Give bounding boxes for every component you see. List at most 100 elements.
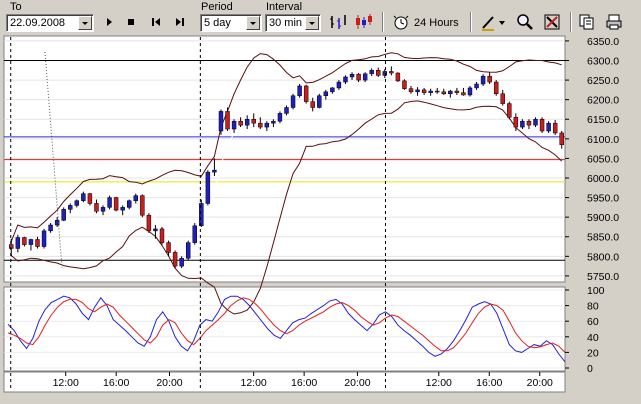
candle-body[interactable] <box>199 203 204 227</box>
candle-body[interactable] <box>467 87 473 96</box>
step-forward-button[interactable] <box>170 12 190 32</box>
candle-body[interactable] <box>238 120 243 126</box>
candle-body[interactable] <box>382 71 388 76</box>
candle-body[interactable] <box>349 73 355 78</box>
candle-body[interactable] <box>297 85 302 96</box>
candle-body[interactable] <box>290 95 296 108</box>
candle-body[interactable] <box>68 205 73 210</box>
candle-body[interactable] <box>107 197 112 208</box>
session-hours-button[interactable] <box>391 12 411 32</box>
candle-body[interactable] <box>81 193 86 201</box>
candle-body[interactable] <box>435 90 440 93</box>
candle-body[interactable] <box>520 120 525 128</box>
candle-body[interactable] <box>35 239 40 247</box>
settings-button[interactable] <box>542 12 562 32</box>
stop-button[interactable] <box>121 12 141 32</box>
candle-body[interactable] <box>74 200 80 206</box>
candle-body[interactable] <box>369 70 374 75</box>
candle-body[interactable] <box>9 244 14 249</box>
candle-body[interactable] <box>251 118 256 124</box>
candle-body[interactable] <box>140 195 145 216</box>
period-select[interactable]: 5 day <box>200 14 262 32</box>
candle-body[interactable] <box>231 120 237 130</box>
candle-body[interactable] <box>526 120 532 126</box>
candle-body[interactable] <box>172 252 178 267</box>
candle-body[interactable] <box>185 242 191 259</box>
candle-body[interactable] <box>395 72 401 82</box>
candle-body[interactable] <box>133 195 138 201</box>
price-panel[interactable] <box>3 35 566 283</box>
candle-body[interactable] <box>461 92 466 96</box>
candle-body[interactable] <box>559 132 564 145</box>
candle-body[interactable] <box>480 75 486 85</box>
candle-body[interactable] <box>15 237 21 249</box>
candle-body[interactable] <box>192 225 197 243</box>
chevron-down-icon[interactable] <box>78 16 92 30</box>
candle-body[interactable] <box>310 101 315 108</box>
candle-body[interactable] <box>362 73 368 81</box>
candle-body[interactable] <box>22 237 27 245</box>
play-button[interactable] <box>99 12 119 32</box>
candle-body[interactable] <box>244 118 250 126</box>
candle-body[interactable] <box>127 200 132 208</box>
candle-body[interactable] <box>166 242 171 253</box>
candle-body[interactable] <box>546 122 551 132</box>
candle-body[interactable] <box>376 70 381 76</box>
candle-body[interactable] <box>336 81 342 89</box>
candlestick-chart-button[interactable] <box>354 12 374 32</box>
candle-body[interactable] <box>264 122 270 128</box>
interval-select[interactable]: 30 min <box>265 14 321 32</box>
candle-body[interactable] <box>539 118 545 132</box>
candle-body[interactable] <box>317 95 322 108</box>
candle-body[interactable] <box>428 90 433 93</box>
candle-body[interactable] <box>330 87 335 93</box>
candle-body[interactable] <box>48 224 53 232</box>
step-back-button[interactable] <box>146 12 166 32</box>
candle-body[interactable] <box>402 80 407 89</box>
candle-body[interactable] <box>225 111 230 130</box>
candle-body[interactable] <box>389 71 394 74</box>
candle-body[interactable] <box>94 203 99 212</box>
candle-body[interactable] <box>179 258 184 267</box>
candle-body[interactable] <box>513 117 519 128</box>
candle-body[interactable] <box>61 209 66 221</box>
candle-body[interactable] <box>533 118 538 126</box>
candle-body[interactable] <box>41 230 47 247</box>
candle-body[interactable] <box>356 73 361 81</box>
chart-area[interactable]: 6350.0 6300.0 6250.0 6200.0 6150.0 6100.0 6050… <box>0 35 641 404</box>
candle-body[interactable] <box>303 85 309 102</box>
candle-body[interactable] <box>421 89 427 93</box>
bar-chart-button[interactable] <box>328 12 348 32</box>
candle-body[interactable] <box>100 207 106 212</box>
candle-body[interactable] <box>474 83 479 89</box>
candle-body[interactable] <box>408 88 414 93</box>
copy-chart-button[interactable] <box>577 12 597 32</box>
candle-body[interactable] <box>271 120 276 124</box>
candle-body[interactable] <box>258 122 263 128</box>
candle-body[interactable] <box>323 91 329 96</box>
candle-body[interactable] <box>120 207 125 211</box>
candle-body[interactable] <box>218 111 224 132</box>
candle-body[interactable] <box>500 93 505 104</box>
candle-body[interactable] <box>552 122 558 134</box>
candle-body[interactable] <box>493 81 499 95</box>
candle-body[interactable] <box>153 228 158 232</box>
session-hours-label[interactable]: 24 Hours <box>414 17 459 29</box>
candle-body[interactable] <box>454 90 460 93</box>
candle-body[interactable] <box>212 169 217 173</box>
candle-body[interactable] <box>448 90 453 95</box>
candle-body[interactable] <box>343 76 348 83</box>
trend-line[interactable] <box>44 51 63 269</box>
candle-body[interactable] <box>113 197 119 211</box>
chevron-down-icon[interactable] <box>305 16 319 30</box>
candle-body[interactable] <box>507 103 512 118</box>
candle-body[interactable] <box>441 91 446 95</box>
candle-body[interactable] <box>205 171 211 204</box>
candle-body[interactable] <box>146 214 152 232</box>
candle-body[interactable] <box>87 193 93 204</box>
to-date-picker[interactable]: 22.09.2008 <box>6 14 94 32</box>
draw-tools-button[interactable] <box>480 12 508 32</box>
print-button[interactable] <box>604 12 624 32</box>
candle-body[interactable] <box>284 107 289 114</box>
chevron-down-icon[interactable] <box>246 16 260 30</box>
